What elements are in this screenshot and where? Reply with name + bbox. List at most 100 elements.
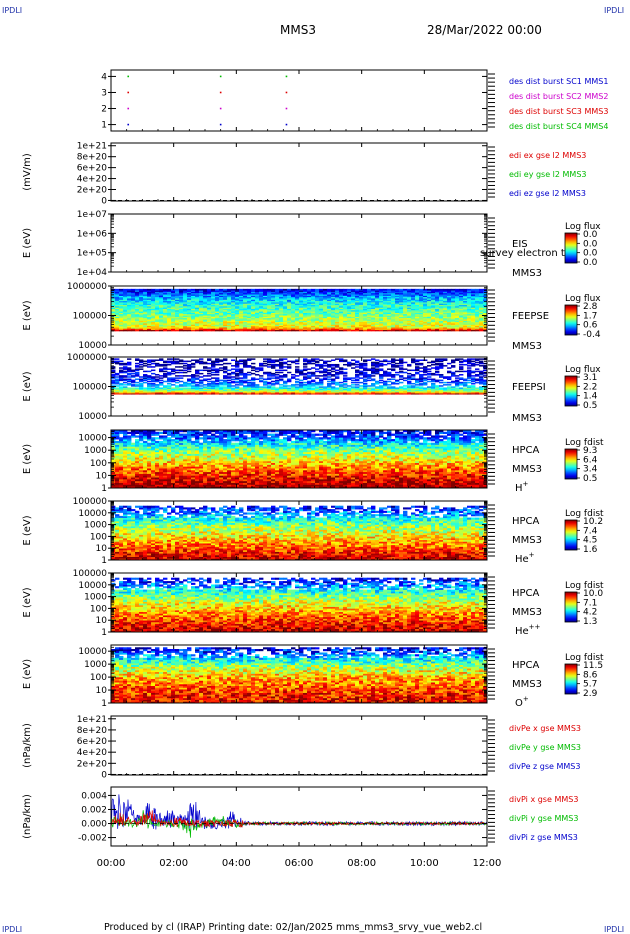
spectrogram-cell — [243, 373, 247, 375]
spectrogram-cell — [463, 382, 467, 384]
spectrogram-cell — [271, 377, 275, 379]
spectrogram-cell — [127, 376, 131, 378]
spectrogram-cell — [195, 375, 199, 377]
spectrogram-cell — [175, 372, 179, 374]
spectrogram-cell — [179, 363, 183, 365]
spectrogram-cell — [427, 368, 431, 370]
spectrogram-cell — [423, 382, 427, 384]
spectrogram-cell — [359, 385, 363, 387]
spectrogram-cell — [135, 387, 139, 389]
spectrogram-cell — [251, 377, 255, 379]
spectrogram-cell — [427, 381, 431, 383]
spectrogram-cell — [435, 289, 439, 291]
spectrogram-cell — [391, 289, 395, 291]
spectrogram-cell — [467, 370, 471, 372]
spectrogram-cell — [343, 372, 347, 374]
spectrogram-cell — [151, 387, 155, 389]
spectrogram-cell — [159, 382, 163, 384]
legend-entry: edi ey gse l2 MMS3 — [509, 170, 587, 179]
spectrogram-cell — [115, 376, 119, 378]
spectrogram-cell — [147, 371, 151, 373]
spectrogram-cell — [419, 289, 423, 291]
spectrogram-cell — [199, 376, 203, 378]
spectrogram-cell — [403, 289, 407, 291]
spectrogram-cell — [287, 364, 291, 366]
y-tick-label: 2 — [101, 105, 107, 115]
spectrogram-cell — [155, 289, 159, 291]
spectrogram-cell — [207, 381, 211, 383]
y-tick-label: 1e+07 — [77, 210, 107, 220]
spectrogram-cell — [447, 384, 451, 386]
spectrogram-cell — [415, 372, 419, 374]
spectrogram-cell — [331, 386, 335, 388]
spectrogram-cell — [287, 366, 291, 368]
instrument-label: FEEPSE — [512, 311, 549, 322]
spectrogram-cell — [167, 372, 171, 374]
spectrogram-feepse — [111, 289, 487, 331]
spectrogram-cell — [343, 377, 347, 379]
spectrogram-cell — [295, 378, 299, 380]
spectrogram-cell — [227, 370, 231, 372]
spectrogram-cell — [139, 364, 143, 366]
spectrogram-cell — [171, 384, 175, 386]
spectrogram-cell — [315, 371, 319, 373]
spectrogram-cell — [159, 380, 163, 382]
spectrogram-cell — [351, 386, 355, 388]
spectrogram-cell — [139, 289, 143, 291]
dist-point-sc2 — [220, 108, 222, 110]
spectrogram-cell — [379, 374, 383, 376]
spectrogram-cell — [111, 380, 115, 382]
spectrogram-cell — [427, 376, 431, 378]
spectrogram-cell — [447, 386, 451, 388]
y-axis-label: E (eV) — [22, 300, 33, 330]
spectrogram-cell — [247, 365, 251, 367]
spectrogram-cell — [335, 387, 339, 389]
spectrogram-cell — [431, 367, 435, 369]
spectrogram-cell — [135, 372, 139, 374]
spectrogram-cell — [139, 368, 143, 370]
spectrogram-cell — [271, 364, 275, 366]
spectrogram-cell — [471, 375, 475, 377]
spectrogram-cell — [267, 289, 271, 291]
spectrogram-cell — [403, 387, 407, 389]
spectrogram-cell — [131, 289, 135, 291]
spectrogram-cell — [279, 384, 283, 386]
spectrogram-cell — [131, 387, 135, 389]
spectrogram-cell — [215, 377, 219, 379]
spectrogram-cell — [375, 381, 379, 383]
spectrogram-cell — [251, 382, 255, 384]
spectrogram-cell — [287, 387, 291, 389]
spectrogram-cell — [259, 377, 263, 379]
spectrogram-cell — [251, 370, 255, 372]
spectrogram-cell — [151, 383, 155, 385]
y-tick-label: 3 — [101, 88, 107, 98]
spectrogram-cell — [119, 383, 123, 385]
spectrogram-cell — [183, 372, 187, 374]
spectrogram-cell — [379, 289, 383, 291]
spectrogram-cell — [379, 382, 383, 384]
spectrogram-cell — [263, 372, 267, 374]
spectrogram-cell — [387, 381, 391, 383]
spectrogram-cell — [119, 367, 123, 369]
y-axis-label: E (eV) — [22, 228, 33, 258]
spectrogram-cell — [399, 367, 403, 369]
spectrogram-cell — [355, 384, 359, 386]
spectrogram-cell — [407, 364, 411, 366]
spectrogram-cell — [327, 376, 331, 378]
spectrogram-cell — [203, 384, 207, 386]
spectrogram-cell — [479, 365, 483, 367]
spectrogram-cell — [419, 374, 423, 376]
spectrogram-cell — [243, 380, 247, 382]
spectrogram-cell — [347, 385, 351, 387]
spectrogram-cell — [327, 364, 331, 366]
panel-frame — [111, 143, 487, 201]
colorbar — [565, 233, 577, 263]
spectrogram-cell — [287, 378, 291, 380]
spectrogram-cell — [135, 384, 139, 386]
spectrogram-cell — [223, 380, 227, 382]
y-tick-label: 100000 — [73, 312, 108, 322]
spectrogram-cell — [423, 374, 427, 376]
spectrogram-cell — [459, 377, 463, 379]
spectrogram-cell — [295, 366, 299, 368]
